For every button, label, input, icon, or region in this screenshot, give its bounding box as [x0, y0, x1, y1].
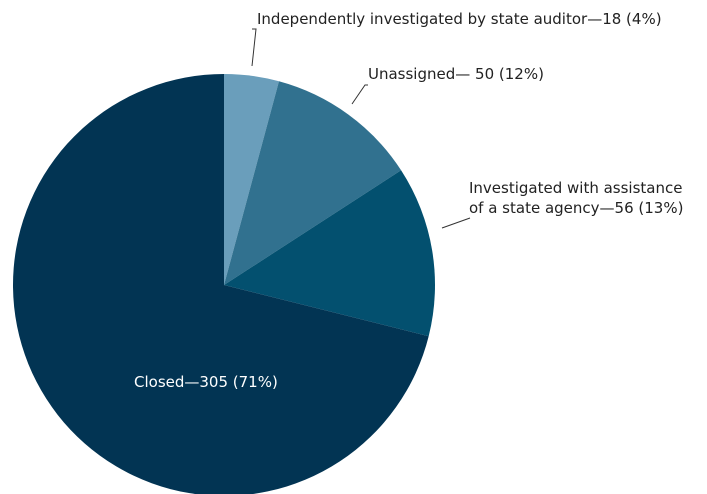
label-unassigned: Unassigned— 50 (12%)	[368, 65, 544, 83]
label-state-agency-line1: Investigated with assistance	[469, 179, 682, 197]
label-state-agency-line2: of a state agency—56 (13%)	[469, 199, 683, 217]
leader-line-state-agency	[441, 217, 471, 229]
leader-line-unassigned	[351, 84, 368, 105]
pie-slices	[13, 74, 435, 494]
leader-line-state-auditor	[251, 28, 257, 67]
slice-closed	[13, 74, 429, 494]
label-closed: Closed—305 (71%)	[134, 373, 278, 391]
label-state-auditor: Independently investigated by state audi…	[257, 10, 662, 28]
slice-state-agency	[224, 170, 435, 337]
slice-state-auditor	[224, 74, 279, 285]
slice-unassigned	[224, 81, 402, 285]
